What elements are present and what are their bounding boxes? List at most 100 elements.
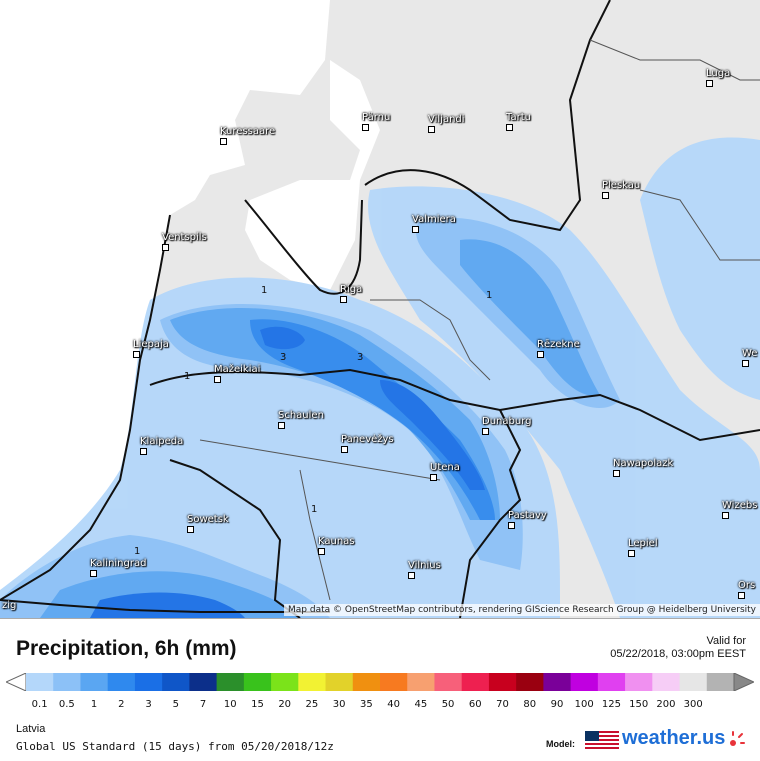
scale-tick-label: 35 (360, 699, 373, 710)
contour-label: 1 (311, 504, 318, 515)
scale-swatch (625, 673, 653, 691)
scale-tick-label: 0.5 (58, 699, 75, 710)
legend-panel: Precipitation, 6h (mm) Valid for 05/22/2… (0, 618, 760, 761)
city-label: zig (2, 600, 17, 611)
scale-tick-label: 7 (199, 699, 207, 710)
scale-tick-label: 90 (550, 699, 564, 710)
scale-swatch (26, 673, 54, 691)
scale-swatch (516, 673, 544, 691)
precipitation-map[interactable]: Pärnu Viljandi Tartu Luga Kuressaare Ple… (0, 0, 760, 618)
brand-logo[interactable]: weather.us (622, 727, 726, 749)
scale-tick-label: 2 (118, 699, 125, 710)
city-label: Ventspils (162, 232, 207, 254)
color-scale-bar (6, 673, 754, 691)
borders (0, 0, 760, 618)
scale-tick-label: 15 (251, 699, 264, 710)
valid-for-label: Valid for (706, 635, 746, 647)
baltic-sea (0, 0, 330, 600)
scale-swatch (216, 673, 245, 691)
city-label: Viljandi (428, 114, 465, 136)
scale-tick-label: 10 (223, 699, 237, 710)
city-label: Nawapolazk (613, 458, 673, 480)
city-label: Pleskau (602, 180, 640, 202)
admin-lines (199, 39, 760, 601)
city-label: Tartu (506, 112, 531, 134)
city-label: Kuressaare (220, 126, 275, 148)
scale-arrow-right (733, 673, 754, 691)
scale-tick-label: 70 (496, 699, 509, 710)
scale-swatch (380, 673, 408, 691)
contour-label: 1 (261, 285, 268, 296)
city-label: Vilnius (408, 560, 441, 582)
scale-swatch (706, 673, 735, 691)
region-label: Latvia (16, 723, 46, 735)
scale-swatch (434, 673, 463, 691)
scale-swatch (488, 673, 517, 691)
scale-swatch (352, 673, 381, 691)
scale-swatch (189, 673, 218, 691)
city-label: We (742, 348, 757, 370)
city-label: Riga (340, 284, 362, 306)
scale-swatch (243, 673, 272, 691)
scale-tick-label: 125 (601, 699, 621, 710)
contour-label: 1 (134, 546, 141, 557)
scale-swatch (543, 673, 572, 691)
scale-swatch (652, 673, 681, 691)
city-label: Rēzekne (537, 339, 580, 361)
scale-swatch (407, 673, 435, 691)
city-label: Kaliningrad (90, 558, 146, 580)
scale-swatch (679, 673, 708, 691)
contour-label: 1 (184, 371, 191, 382)
map-canvas (0, 0, 760, 618)
sun-icon (730, 731, 745, 746)
us-flag-icon (585, 731, 619, 751)
scale-swatch (53, 673, 81, 691)
city-label: Klaipeda (140, 436, 183, 458)
scale-swatch (298, 673, 327, 691)
scale-tick-label: 5 (172, 699, 179, 710)
scale-tick-label: 150 (629, 699, 649, 710)
scale-swatch (162, 673, 190, 691)
valid-time: Valid for 05/22/2018, 03:00pm EEST (610, 635, 746, 661)
scale-swatch (107, 673, 136, 691)
scale-tick-label: 25 (305, 699, 319, 710)
city-label: Valmiera (412, 214, 456, 236)
valid-time-value: 05/22/2018, 03:00pm EEST (610, 648, 746, 660)
contour-label: 3 (280, 352, 287, 363)
scale-tick-label: 300 (683, 699, 703, 710)
city-label: Lepiel (628, 538, 658, 560)
scale-swatch (570, 673, 599, 691)
city-label: Schaulen (278, 410, 324, 432)
scale-arrow-left (6, 673, 27, 691)
scale-tick-label: 20 (278, 699, 292, 710)
city-label: Liepaja (133, 339, 169, 361)
city-label: Pastavy (508, 510, 547, 532)
city-label: Mažeikiai (214, 364, 260, 386)
scale-tick-label: 45 (414, 699, 428, 710)
city-label: Kaunas (318, 536, 355, 558)
scale-tick-label: 3 (145, 699, 152, 710)
map-title: Precipitation, 6h (mm) (16, 637, 237, 660)
scale-swatch (271, 673, 299, 691)
city-label: Panevėžys (341, 434, 394, 456)
scale-tick-label: 100 (574, 699, 594, 710)
scale-swatch (325, 673, 354, 691)
city-label: Wizebs (722, 500, 757, 522)
scale-tick-label: 1 (90, 699, 98, 710)
scale-tick-label: 30 (332, 699, 346, 710)
scale-tick-label: 0.1 (31, 699, 48, 710)
city-label: Luga (706, 68, 730, 90)
scale-swatch (134, 673, 163, 691)
city-label: Dunaburg (482, 416, 531, 438)
city-label: Pärnu (362, 112, 390, 134)
scale-tick-label: 200 (656, 699, 676, 710)
scale-swatch (597, 673, 626, 691)
contour-label: 1 (486, 290, 493, 301)
scale-swatch (461, 673, 490, 691)
city-label: Sowetsk (187, 514, 229, 536)
gulf-of-riga (245, 60, 380, 290)
scale-swatch (80, 673, 109, 691)
scale-tick-label: 60 (468, 699, 482, 710)
color-scale-labels: 0.1 0.5 1 2 3 5 7 10 15 20 25 30 35 40 45 50 60 70 80 90 100… (0, 699, 760, 713)
scale-tick-label: 50 (441, 699, 455, 710)
